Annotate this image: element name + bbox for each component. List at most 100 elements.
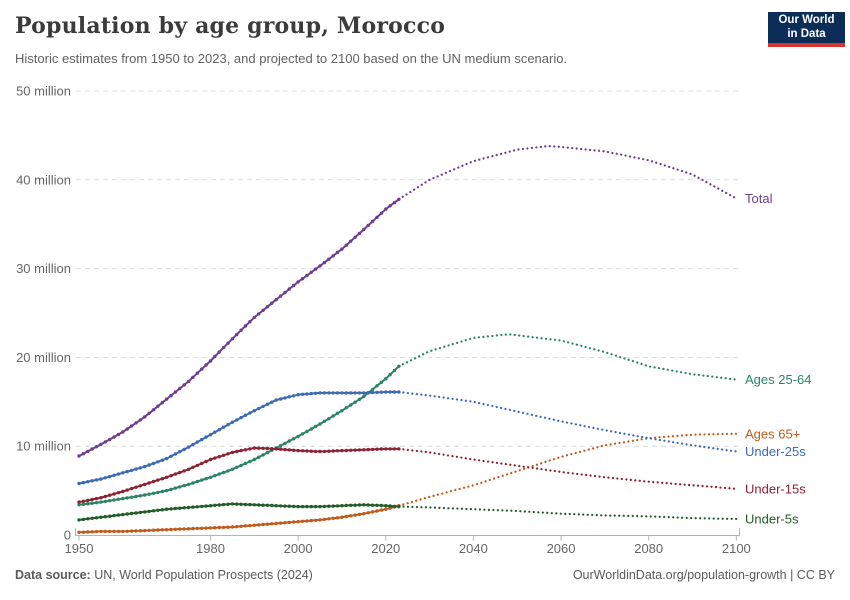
series-label-ages-65-[interactable]: Ages 65+ — [745, 426, 800, 441]
data-point-ages-65- — [129, 529, 134, 533]
data-point-under-25s — [208, 433, 213, 437]
data-point-total — [182, 383, 186, 387]
data-point-under-15s — [151, 479, 156, 484]
data-point-ages-65- — [90, 530, 94, 534]
data-point-ages-65- — [300, 519, 305, 523]
data-point-ages-25-64 — [226, 469, 230, 473]
data-point-under-5s — [108, 514, 112, 518]
data-point-total — [94, 445, 99, 449]
data-point-under-25s — [129, 468, 134, 473]
data-point-total — [292, 283, 296, 288]
data-point-ages-25-64 — [257, 455, 261, 459]
data-point-under-25s — [217, 428, 221, 432]
series-label-under-15s[interactable]: Under-15s — [745, 481, 806, 496]
data-point-total — [208, 359, 213, 363]
owid-logo[interactable]: Our World in Data — [768, 12, 845, 47]
data-point-ages-25-64 — [335, 411, 340, 415]
data-point-total — [248, 320, 252, 324]
data-point-ages-25-64 — [313, 424, 318, 429]
data-point-ages-25-64 — [318, 422, 322, 426]
page-title: Population by age group, Morocco — [15, 13, 446, 39]
data-point-under-15s — [366, 447, 370, 452]
data-point-under-5s — [375, 503, 379, 507]
data-point-total — [322, 260, 327, 265]
data-point-ages-65- — [252, 523, 256, 527]
data-point-under-5s — [362, 503, 366, 507]
data-point-ages-25-64 — [204, 477, 208, 481]
data-point-under-15s — [147, 481, 151, 485]
data-point-under-25s — [239, 415, 243, 420]
data-point-under-25s — [156, 460, 160, 464]
data-point-under-15s — [243, 448, 248, 452]
data-point-ages-25-64 — [243, 461, 248, 466]
data-point-total — [235, 332, 239, 337]
data-point-under-15s — [217, 455, 221, 459]
owid-logo-line1: Our World — [778, 13, 835, 26]
data-point-total — [335, 250, 340, 255]
data-point-under-25s — [182, 447, 186, 452]
data-point-total — [366, 223, 370, 228]
data-point-ages-65- — [370, 510, 375, 514]
data-point-under-15s — [160, 477, 164, 481]
series-label-under-25s[interactable]: Under-25s — [745, 444, 806, 459]
data-point-ages-25-64 — [261, 453, 265, 457]
data-point-total — [283, 290, 287, 295]
data-point-ages-65- — [362, 512, 366, 516]
data-point-ages-25-64 — [309, 427, 313, 431]
data-point-under-15s — [195, 463, 199, 468]
data-point-ages-25-64 — [327, 417, 331, 421]
data-point-under-15s — [309, 449, 313, 453]
data-point-under-15s — [322, 449, 327, 454]
data-point-ages-25-64 — [108, 499, 112, 503]
data-point-ages-65- — [379, 508, 384, 512]
owid-link[interactable]: OurWorldinData.org/population-growth | C… — [572, 568, 835, 582]
data-point-total — [257, 312, 261, 316]
data-point-ages-65- — [195, 526, 199, 531]
data-point-ages-65- — [357, 512, 362, 517]
series-label-under-5s[interactable]: Under-5s — [745, 512, 799, 527]
data-point-under-5s — [204, 504, 208, 508]
data-point-ages-25-64 — [252, 457, 256, 462]
data-point-total — [108, 437, 112, 442]
data-point-under-15s — [138, 484, 143, 488]
data-point-total — [309, 270, 313, 274]
data-point-under-25s — [248, 411, 252, 415]
data-point-total — [362, 227, 366, 232]
data-point-under-5s — [217, 503, 221, 507]
data-point-ages-65- — [125, 529, 129, 533]
data-point-under-25s — [344, 391, 348, 395]
data-point-under-15s — [274, 447, 278, 451]
series-label-ages-25-64[interactable]: Ages 25-64 — [745, 372, 812, 387]
data-point-total — [278, 294, 283, 298]
data-point-ages-25-64 — [186, 482, 191, 487]
data-point-under-25s — [235, 418, 239, 422]
data-point-under-5s — [392, 504, 397, 508]
data-point-ages-65- — [121, 529, 125, 534]
data-point-ages-25-64 — [362, 394, 366, 399]
data-point-under-25s — [90, 479, 94, 483]
data-point-under-5s — [147, 509, 151, 514]
data-point-under-25s — [370, 390, 375, 395]
series-label-total[interactable]: Total — [745, 191, 773, 206]
data-point-under-25s — [331, 391, 335, 395]
data-point-ages-65- — [77, 530, 81, 534]
data-point-under-15s — [384, 447, 388, 451]
x-axis-tick-label: 2020 — [371, 541, 400, 556]
data-point-under-5s — [384, 504, 388, 508]
population-line-chart: 0 10 million 20 million 30 million 40 millio… — [16, 84, 812, 557]
data-point-total — [344, 243, 348, 247]
data-point-under-25s — [143, 464, 147, 469]
data-point-under-25s — [292, 394, 296, 398]
data-point-ages-25-64 — [379, 380, 384, 384]
series-line-projected-total — [397, 144, 738, 201]
data-point-under-15s — [300, 449, 305, 453]
data-point-ages-65- — [200, 526, 204, 530]
data-point-under-25s — [296, 393, 300, 397]
data-point-under-5s — [327, 504, 331, 508]
data-point-ages-25-64 — [375, 384, 379, 388]
series-line-projected-ages-25-64 — [397, 333, 738, 381]
data-point-under-25s — [349, 391, 353, 395]
data-point-under-25s — [318, 391, 322, 395]
data-point-ages-25-64 — [239, 463, 243, 468]
data-point-under-15s — [278, 447, 283, 451]
